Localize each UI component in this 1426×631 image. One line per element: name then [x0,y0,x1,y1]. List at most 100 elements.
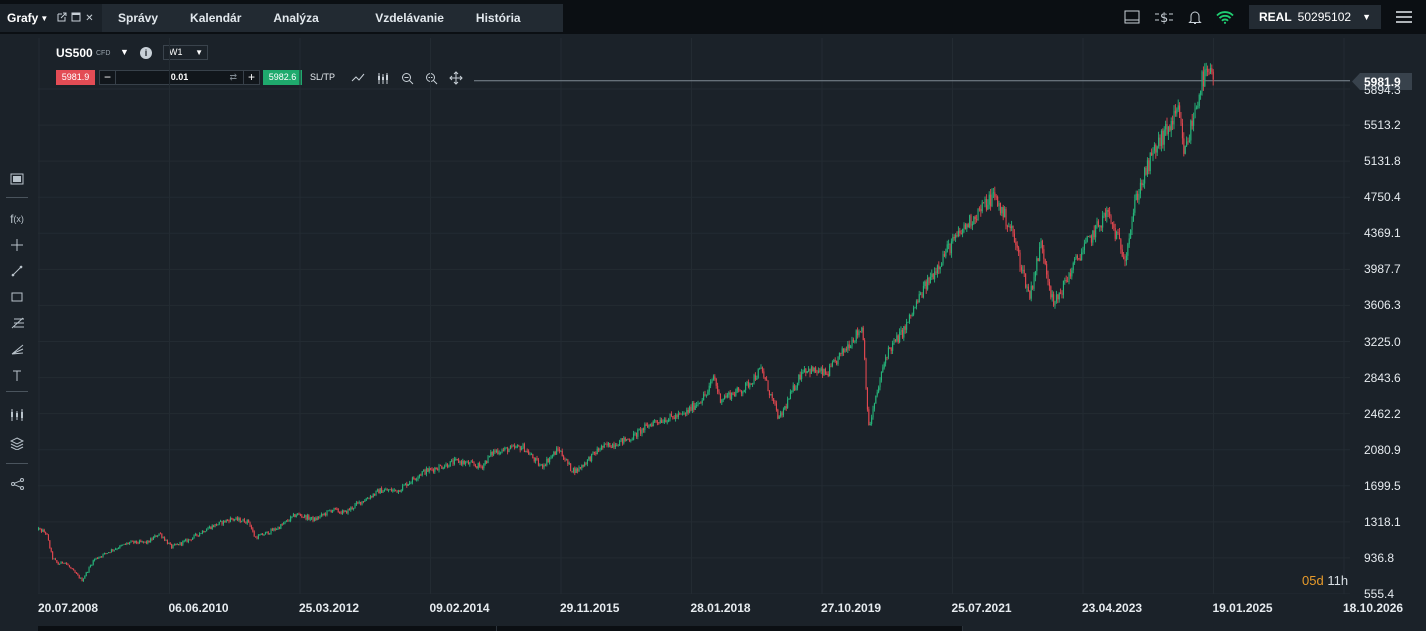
candle-body [637,429,639,437]
chevron-down-icon[interactable]: ▼ [40,13,49,23]
account-selector[interactable]: REAL 50295102 ▼ [1249,5,1381,29]
candle-body [738,387,740,390]
candle-body [339,512,341,513]
crosshair-icon[interactable] [6,234,28,256]
candle-body [1205,68,1207,70]
candle-body [1027,286,1029,292]
nav-item-market-analysis[interactable]: Analýza trhu [273,11,319,53]
candle-body [1120,239,1122,250]
candle-body [316,517,318,520]
candle-body [705,394,707,396]
price-chart[interactable] [38,38,1350,594]
nav-item-calendar[interactable]: Kalendár [190,11,242,25]
candle-body [206,529,208,532]
indicators-icon[interactable] [6,404,28,426]
candle-body [404,483,406,485]
nav-item-news[interactable]: Správy [118,11,159,25]
candle-body [830,365,832,367]
candle-body [942,254,944,264]
candle-body [200,533,202,534]
pan-icon[interactable] [448,70,464,86]
trendline-icon[interactable] [6,260,28,282]
charts-tab-label[interactable]: Grafy [7,11,39,25]
symbol-name[interactable]: US500 [56,46,93,60]
zoom-out-icon[interactable] [399,70,415,86]
timeframe-select[interactable]: W1 ▼ [163,45,208,60]
bell-icon[interactable] [1188,10,1202,25]
volume-stepper[interactable]: − 0.01 ⇄ + [99,70,260,85]
candle-body [185,539,187,541]
candle-body [227,520,229,521]
maximize-icon[interactable] [71,12,81,25]
candle-body [593,451,595,453]
candle-body [967,224,969,228]
candle-body [432,469,434,472]
candle-body [781,412,783,416]
chevron-down-icon[interactable]: ▼ [1362,12,1371,22]
increase-volume-button[interactable]: + [243,71,259,84]
candle-body [991,193,993,207]
candle-body [463,461,465,464]
share-icon[interactable] [6,473,28,495]
candle-body [1048,282,1050,287]
dollar-transfer-icon[interactable]: $ [1154,10,1174,24]
rectangle-icon[interactable] [6,286,28,308]
candle-body [400,490,402,492]
candle-body [298,513,300,515]
candle-body [81,577,83,582]
nav-item-education[interactable]: Vzdelávanie [375,11,444,25]
candle-body [873,403,875,409]
chevron-down-icon[interactable]: ▼ [120,47,129,57]
candle-body [278,527,280,529]
candle-body [1089,235,1091,237]
candle-body [269,533,271,535]
swap-icon[interactable]: ⇄ [229,72,237,82]
layers-icon[interactable] [6,432,28,454]
close-icon[interactable]: ✕ [85,12,94,24]
decrease-volume-button[interactable]: − [100,71,116,84]
rectangle-layout-icon[interactable] [6,168,28,190]
candle-body [518,445,520,447]
candle-body [634,432,636,434]
layout-icon[interactable] [1124,10,1140,24]
sell-button[interactable]: 5981.9 [56,70,95,85]
nav-item-account-history[interactable]: História účtu [475,11,521,53]
function-icon[interactable]: f (x) [10,212,24,226]
candle-body [570,463,572,472]
hamburger-menu-icon[interactable] [1396,11,1412,23]
candle-body [369,496,371,499]
candle-body [1023,269,1025,274]
info-icon[interactable]: i [140,47,152,59]
popout-icon[interactable] [57,12,67,25]
candle-body [693,402,695,410]
account-mode: REAL [1259,10,1292,24]
candle-body [385,489,387,491]
line-chart-icon[interactable] [350,70,366,86]
candle-body [679,413,681,415]
charts-tab[interactable]: Grafy ▼ ✕ [0,4,102,32]
candle-body [701,400,703,403]
volume-value[interactable]: 0.01 [170,72,189,82]
pitchfork-icon[interactable] [6,338,28,360]
candle-body [640,429,642,434]
candles-icon[interactable] [375,70,391,86]
bottom-scrollbar[interactable] [38,626,963,631]
chart-panel[interactable] [0,34,1426,631]
candle-body [290,516,292,521]
candle-body [894,339,896,341]
text-icon[interactable] [6,364,28,386]
candle-body [859,331,861,333]
candle-body [381,488,383,493]
buy-button[interactable]: 5982.6 [263,70,302,85]
countdown-days: 05d [1302,573,1324,588]
candle-body [77,573,79,576]
candle-body [143,541,145,543]
candle-body [56,560,58,563]
sltp-button[interactable]: SL/TP [310,72,336,82]
candle-body [460,461,462,465]
candle-body [1191,120,1193,126]
candle-body [960,233,962,234]
candle-body [318,517,320,519]
candle-body [656,421,658,423]
fibonacci-icon[interactable] [6,312,28,334]
